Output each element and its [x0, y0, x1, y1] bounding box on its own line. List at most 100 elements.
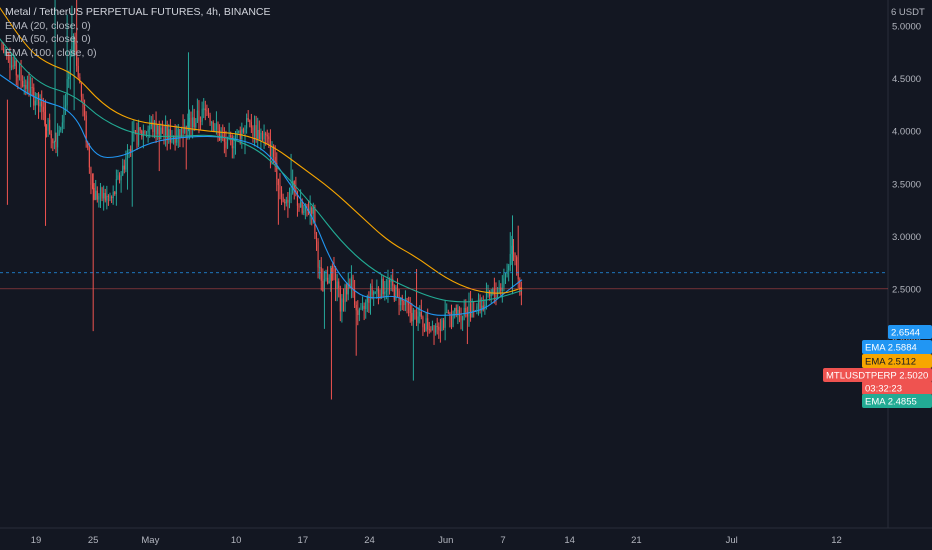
candle-body	[335, 273, 337, 289]
candle-body	[23, 85, 25, 87]
candle-body	[395, 286, 397, 300]
candle-body	[408, 303, 410, 306]
candle-body	[207, 111, 210, 115]
candle-body	[263, 133, 265, 140]
candle-body	[352, 276, 354, 291]
candle-body	[90, 167, 92, 185]
candle-body	[57, 135, 59, 148]
candle-body	[17, 75, 19, 78]
candle-body	[304, 204, 306, 212]
candle-body	[288, 199, 291, 203]
ema50-legend[interactable]: EMA (50, close, 0)	[5, 33, 91, 45]
x-tick-label: 25	[88, 535, 99, 546]
candle-body	[319, 267, 321, 269]
candle-body	[212, 122, 214, 131]
candle-body	[436, 325, 438, 327]
candle-body	[330, 266, 332, 281]
candle-body	[393, 285, 395, 300]
candle-body	[362, 305, 364, 309]
candle-body	[107, 195, 109, 197]
x-tick-label: Jun	[438, 535, 453, 546]
candle-body	[339, 287, 341, 312]
candle-body	[42, 106, 44, 112]
candle-body	[468, 303, 470, 317]
candle-body	[118, 175, 121, 181]
candle-body	[261, 132, 264, 140]
candle-body	[196, 110, 198, 123]
candle-body	[303, 211, 305, 213]
candle-body	[280, 189, 283, 198]
candle-body	[101, 187, 103, 199]
candle-body	[470, 303, 472, 318]
candle-body	[15, 60, 17, 76]
candle-body	[242, 129, 244, 133]
symbol-title[interactable]: Metal / TetherUS PERPETUAL FUTURES, 4h, …	[5, 6, 271, 18]
candle-body	[462, 315, 464, 321]
ema20-price-label-bg	[862, 340, 932, 354]
candle-body	[354, 290, 356, 305]
candle-body	[230, 135, 232, 138]
x-tick-label: 17	[298, 535, 309, 546]
candle-body	[322, 280, 324, 292]
candle-body	[431, 325, 433, 331]
candle-body	[301, 201, 303, 213]
ema50-price-label[interactable]: EMA 2.4855	[865, 397, 917, 408]
candle-body	[476, 306, 478, 311]
candle-body	[327, 277, 329, 284]
candle-body	[427, 318, 429, 330]
candle-body	[438, 326, 440, 330]
currency-label: 6 USDT	[891, 7, 925, 18]
ema20-legend[interactable]: EMA (20, close, 0)	[5, 19, 91, 32]
candle-body	[231, 137, 233, 149]
candle-body	[150, 121, 152, 127]
candle-body	[435, 325, 437, 333]
ema100-price-label[interactable]: EMA 2.5112	[865, 357, 916, 368]
candle-body	[285, 199, 287, 204]
candle-body	[123, 165, 125, 170]
candle-body	[168, 129, 170, 139]
candle-body	[365, 302, 367, 309]
candle-body	[489, 290, 491, 297]
candle-body	[95, 190, 97, 200]
candle-body	[133, 130, 135, 133]
candle-body	[412, 310, 414, 322]
candle-body	[463, 307, 465, 316]
candle-body	[153, 121, 156, 132]
candle-body	[333, 268, 335, 274]
candle-body	[217, 123, 219, 131]
ema50-line	[0, 38, 523, 303]
candle-body	[71, 46, 73, 57]
candle-body	[14, 60, 16, 67]
candle-body	[358, 308, 360, 315]
ema100-legend[interactable]: EMA (100, close, 0)	[5, 46, 97, 59]
candle-body	[258, 129, 260, 140]
candle-body	[199, 120, 202, 122]
candle-body	[284, 201, 286, 204]
candle-body	[274, 157, 276, 163]
high-price-label[interactable]: 2.6544	[891, 328, 920, 339]
candle-body	[447, 312, 449, 314]
candle-body	[138, 127, 140, 146]
x-tick-label: 12	[831, 535, 842, 546]
countdown-label[interactable]: 03:32:23	[865, 384, 902, 395]
candle-body	[55, 142, 57, 148]
candle-body	[77, 65, 79, 78]
candle-body	[266, 134, 268, 137]
candle-body	[93, 187, 95, 200]
candle-body	[84, 107, 86, 116]
candle-body	[98, 196, 100, 200]
y-tick-label: 4.0000	[892, 127, 921, 138]
candle-body	[1, 48, 3, 50]
candle-body	[109, 196, 111, 198]
candle-body	[72, 38, 75, 47]
last-price-label[interactable]: MTLUSDTPERP 2.5020	[826, 371, 928, 382]
candle-body	[76, 44, 78, 66]
candle-body	[384, 291, 386, 294]
y-tick-label: 5.0000	[892, 22, 921, 33]
y-tick-label: 3.0000	[892, 232, 921, 243]
candle-body	[223, 136, 225, 142]
candle-body	[255, 125, 257, 140]
ema20-price-label[interactable]: EMA 2.5884	[865, 343, 917, 354]
